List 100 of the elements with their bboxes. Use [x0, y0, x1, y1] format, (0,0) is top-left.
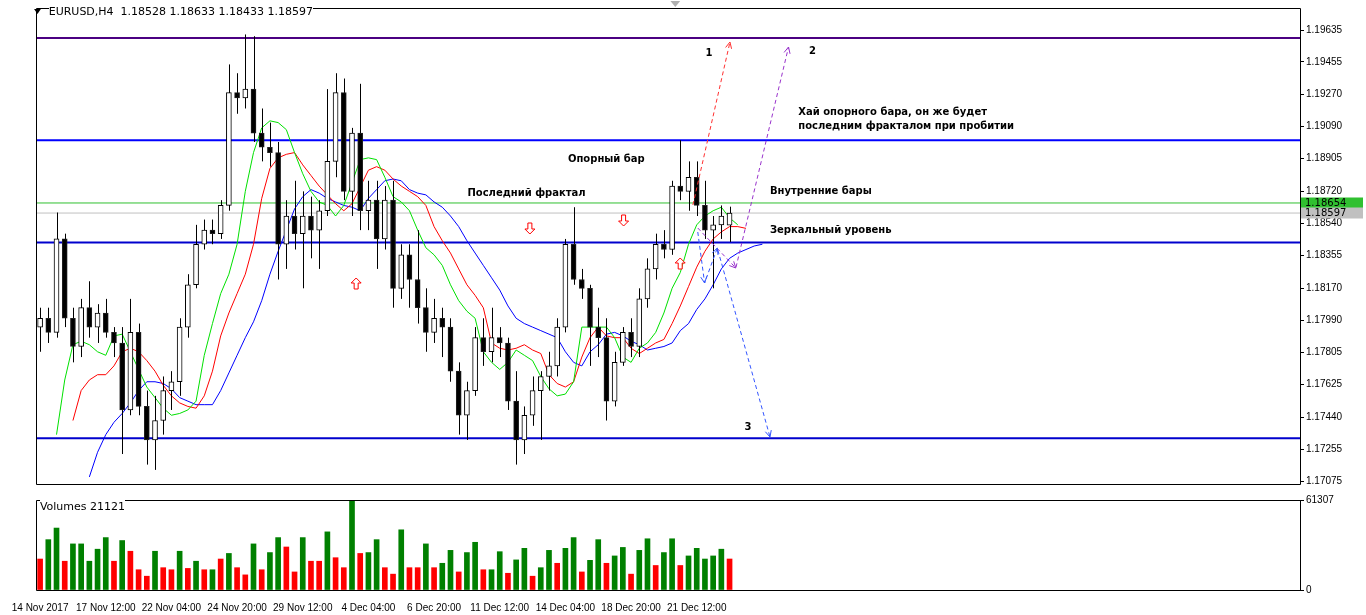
- candlestick: [111, 326, 117, 358]
- bar: [505, 572, 511, 590]
- bar: [636, 550, 643, 590]
- bar: [242, 574, 249, 590]
- candlestick: [431, 298, 437, 344]
- bar: [143, 575, 150, 590]
- x-tick-label: 17 Nov 12:00: [76, 601, 136, 613]
- bar: [595, 539, 602, 590]
- y-tick-label: 1.18720: [1306, 185, 1343, 197]
- bar: [332, 557, 339, 590]
- candlestick: [702, 180, 708, 240]
- bar: [587, 560, 593, 590]
- bar: [669, 538, 675, 590]
- y-tick-label: 1.19455: [1306, 55, 1343, 67]
- y-tick-label: 1.18540: [1306, 216, 1343, 228]
- bar: [546, 550, 552, 590]
- candlestick: [299, 190, 306, 289]
- bar: [455, 571, 462, 590]
- bar: [693, 547, 700, 590]
- candlestick: [102, 298, 109, 339]
- x-tick-label: 21 Dec 12:00: [666, 601, 727, 613]
- bar: [226, 553, 232, 590]
- annotation: 3: [744, 420, 752, 434]
- bar: [439, 562, 446, 590]
- bar: [464, 552, 470, 590]
- bar: [357, 553, 364, 590]
- y-tick-label: 1.17075: [1306, 475, 1343, 487]
- candlestick: [546, 351, 552, 392]
- bar: [472, 541, 478, 590]
- chart-title: EURUSD,H4 1.18528 1.18633 1.18433 1.18597: [48, 5, 314, 18]
- bar: [152, 550, 158, 590]
- candlestick: [480, 317, 487, 367]
- x-tick-label: 22 Nov 04:00: [141, 601, 202, 613]
- bar: [135, 569, 142, 590]
- bar: [677, 565, 684, 590]
- y-tick-label: 1.19635: [1306, 23, 1343, 35]
- annotation: Хай опорного бара, он же будет последним фракталом при пробитии: [798, 105, 1016, 133]
- x-tick-label: 4 Dec 04:00: [341, 601, 396, 613]
- candlestick: [661, 229, 667, 259]
- x-tick-label: 14 Dec 04:00: [535, 601, 596, 613]
- bar: [431, 567, 437, 590]
- candlestick: [267, 122, 273, 168]
- chart-title: Volumes 21121: [39, 500, 126, 513]
- annotation: Опорный бар: [567, 152, 645, 166]
- bar: [488, 569, 495, 590]
- bar: [398, 529, 405, 590]
- bar: [299, 537, 306, 590]
- y-tick-label: 1.17990: [1306, 313, 1343, 325]
- candlestick: [595, 307, 602, 358]
- y-tick-label: 1.18355: [1306, 249, 1343, 261]
- bar: [70, 543, 76, 590]
- y-tick-label: 61307: [1306, 493, 1335, 505]
- bar: [513, 559, 519, 590]
- bar: [45, 539, 52, 590]
- bar: [652, 565, 659, 590]
- candlestick: [578, 268, 585, 300]
- y-tick-label: 1.18905: [1306, 152, 1343, 164]
- annotation: Последний фрактал: [467, 186, 586, 200]
- candlestick: [496, 326, 503, 358]
- bar: [406, 567, 413, 590]
- candlestick: [439, 307, 446, 358]
- bar: [258, 569, 265, 590]
- bar: [111, 560, 117, 590]
- candlestick: [242, 33, 249, 109]
- bar: [414, 567, 421, 590]
- candlestick: [464, 381, 470, 441]
- bar: [340, 567, 347, 590]
- bar: [168, 569, 175, 590]
- bar: [423, 543, 429, 590]
- y-tick-label: 1.17440: [1306, 410, 1343, 422]
- candlestick: [152, 395, 158, 471]
- candlestick: [677, 139, 684, 201]
- y-tick-label: 1.17255: [1306, 443, 1343, 455]
- bar: [578, 571, 585, 590]
- bar: [119, 540, 126, 590]
- x-tick-label: 6 Dec 20:00: [407, 601, 462, 613]
- y-tick-label: 1.18170: [1306, 282, 1343, 294]
- bar: [275, 537, 281, 590]
- candlestick: [628, 317, 634, 358]
- bar: [160, 567, 167, 590]
- candlestick: [45, 307, 52, 344]
- y-tick-label: 0: [1306, 583, 1312, 595]
- bar: [37, 558, 43, 590]
- annotation: Внутренние бары: [769, 184, 872, 198]
- candlestick: [234, 72, 240, 115]
- annotation: Зеркальный уровень: [769, 223, 892, 237]
- candlestick: [316, 199, 322, 270]
- y-tick-label: 1.19270: [1306, 88, 1343, 100]
- bar: [537, 567, 544, 590]
- bar: [349, 500, 355, 590]
- bar: [390, 573, 396, 590]
- bar: [78, 543, 84, 590]
- bar: [201, 569, 208, 590]
- ref-line-label: 1.18654: [1305, 196, 1347, 208]
- ref-line-label: 1.18597: [1305, 206, 1347, 218]
- bar: [217, 558, 224, 590]
- bar: [61, 560, 68, 590]
- candlestick: [423, 287, 429, 353]
- bar: [267, 552, 273, 590]
- bar: [710, 555, 716, 590]
